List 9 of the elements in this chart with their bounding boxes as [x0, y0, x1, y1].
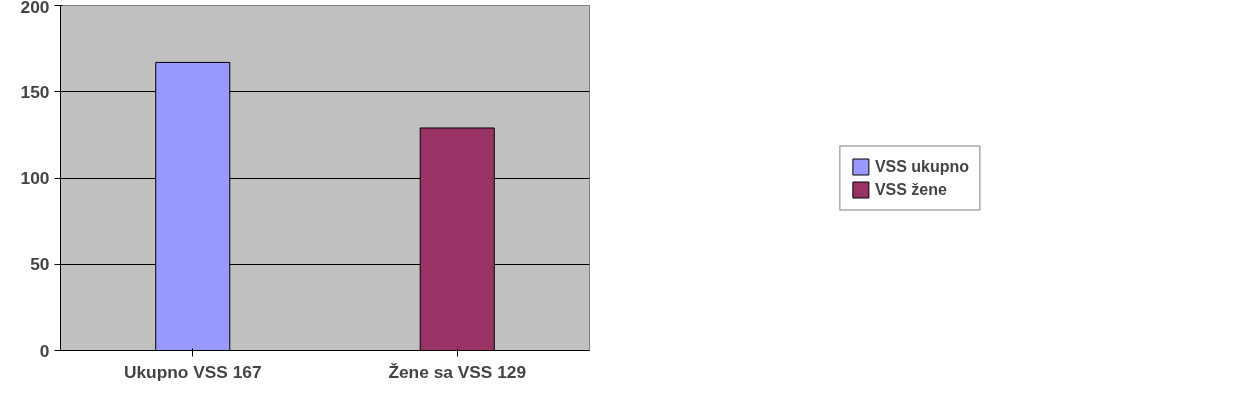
y-tick-label: 150	[20, 81, 50, 102]
y-tick-label: 0	[39, 340, 50, 361]
x-tick-label: Žene sa VSS 129	[388, 361, 527, 382]
y-tick-label: 200	[20, 0, 50, 17]
legend-label: VSS ukupno	[874, 157, 970, 175]
y-tick-label: 50	[30, 254, 50, 275]
y-tick-label: 100	[20, 168, 50, 188]
legend-label: VSS žene	[874, 180, 947, 198]
x-tick-label: Ukupno VSS 167	[123, 361, 262, 382]
